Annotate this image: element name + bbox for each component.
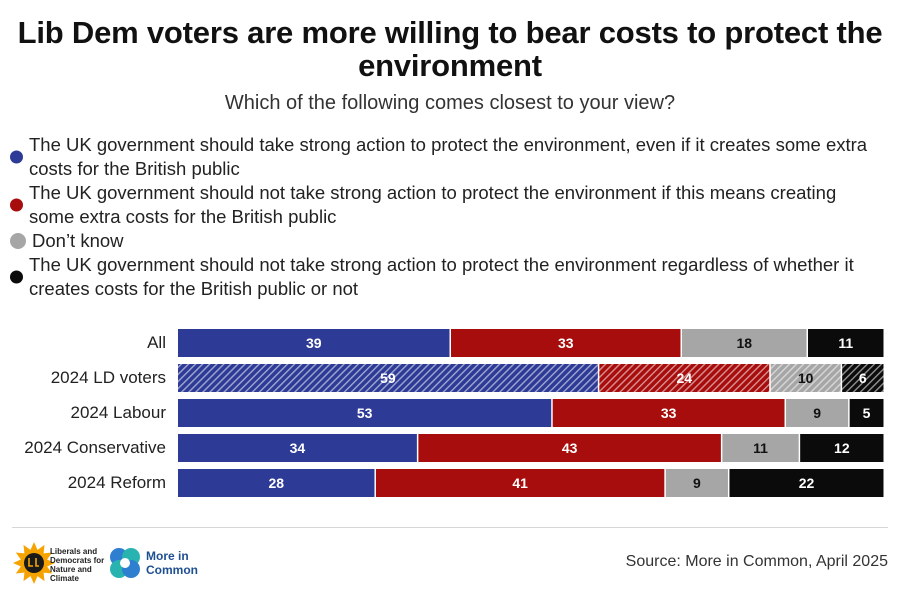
bar-segment (842, 364, 884, 392)
bar-segment (178, 469, 375, 497)
legend: The UK government should take strong act… (10, 133, 870, 301)
bar-value-label: 33 (661, 405, 677, 421)
bar-segment (729, 469, 884, 497)
legend-item-strong-action: The UK government should take strong act… (10, 133, 870, 181)
bar-segment (786, 399, 849, 427)
bar-segment (665, 469, 728, 497)
category-label: 2024 LD voters (50, 368, 166, 387)
bar-value-label: 11 (838, 335, 853, 351)
footer-divider (12, 527, 888, 528)
ldnc-logo-text: Liberals and Democrats for Nature and Cl… (50, 547, 105, 583)
bar-value-label: 43 (562, 440, 578, 456)
source-note: Source: More in Common, April 2025 (625, 553, 888, 570)
bar-segment (770, 364, 841, 392)
bar-segment (849, 399, 884, 427)
legend-swatch-red (10, 198, 23, 212)
legend-swatch-black (10, 270, 23, 284)
bar-segment (800, 434, 884, 462)
category-label: 2024 Conservative (24, 438, 166, 457)
bar-value-label: 5 (863, 405, 871, 421)
legend-item-no-action-if-costs: The UK government should not take strong… (10, 181, 870, 229)
bar-segment (178, 364, 598, 392)
bar-value-label: 11 (753, 440, 768, 456)
bar-segment (722, 434, 799, 462)
ldnc-logo-icon (13, 542, 55, 584)
legend-item-no-action-regardless: The UK government should not take strong… (10, 253, 870, 301)
bar-value-label: 10 (798, 370, 814, 386)
category-label: All (147, 333, 166, 352)
legend-label: Don’t know (32, 230, 124, 251)
legend-swatch-blue (10, 150, 23, 164)
bar-segment (552, 399, 785, 427)
more-in-common-logo-icon (110, 548, 140, 578)
bar-value-label: 9 (813, 405, 821, 421)
bar-segment (808, 329, 884, 357)
legend-label: The UK government should take strong act… (29, 134, 868, 179)
bar-value-label: 59 (380, 370, 396, 386)
bar-segment (682, 329, 807, 357)
bar-segment (451, 329, 681, 357)
bar-value-label: 6 (859, 370, 867, 386)
bar-segment (599, 364, 770, 392)
bar-value-label: 12 (834, 440, 850, 456)
bar-value-label: 22 (799, 475, 815, 491)
bar-value-label: 24 (677, 370, 693, 386)
category-label: 2024 Reform (67, 473, 166, 492)
legend-label: The UK government should not take strong… (29, 254, 854, 299)
bar-value-label: 28 (268, 475, 284, 491)
chart-title: Lib Dem voters are more willing to bear … (17, 15, 883, 83)
bar-segment (178, 399, 552, 427)
more-in-common-logo-text: More in Common (146, 549, 198, 577)
bar-value-label: 53 (357, 405, 373, 421)
bar-value-label: 39 (306, 335, 322, 351)
bar-value-label: 34 (290, 440, 306, 456)
chart-subtitle: Which of the following comes closest to … (224, 92, 676, 114)
bar-value-label: 33 (558, 335, 574, 351)
bar-value-label: 41 (512, 475, 528, 491)
legend-item-dont-know: Don’t know (10, 229, 870, 253)
bar-segment (375, 469, 665, 497)
legend-label: The UK government should not take strong… (29, 182, 837, 227)
bar-segment (418, 434, 721, 462)
bar-value-label: 18 (736, 335, 752, 351)
bar-segment (178, 329, 450, 357)
bar-value-label: 9 (693, 475, 701, 491)
legend-swatch-grey (10, 233, 26, 249)
category-label: 2024 Labour (70, 403, 166, 422)
bar-segment (178, 434, 417, 462)
